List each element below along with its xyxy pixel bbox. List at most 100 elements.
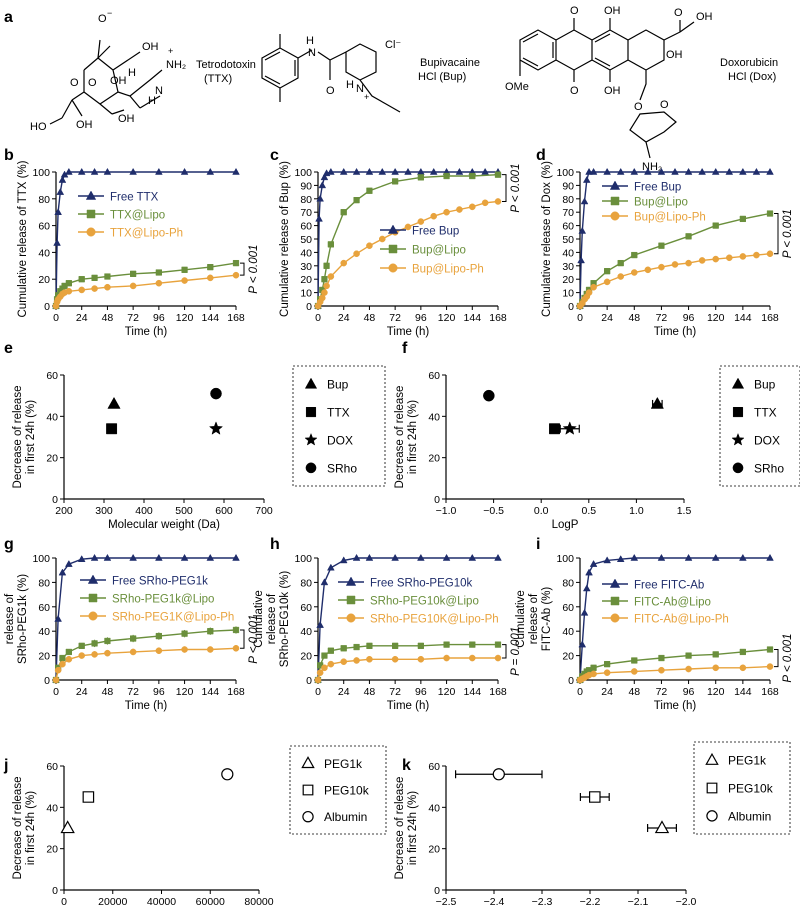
data-point [685, 259, 692, 267]
y-tick-label: 60 [428, 370, 440, 382]
y-tick-label: 90 [300, 180, 312, 192]
data-point [327, 241, 334, 248]
legend-marker [706, 782, 718, 794]
y-axis-label: Cumulative [0, 590, 3, 648]
data-point [616, 167, 625, 175]
x-tick-label: 96 [415, 686, 427, 698]
data-point [712, 651, 719, 658]
y-axis-label: release of [528, 593, 540, 644]
y-tick-label: 30 [562, 261, 574, 273]
series-PEG1k [60, 820, 75, 834]
y-tick-label: 100 [556, 167, 574, 179]
x-tick-label: 120 [707, 312, 725, 324]
x-tick-label: 24 [601, 312, 613, 324]
legend-label: FITC-Ab@Lipo-Ph [634, 614, 729, 626]
svg-text:O: O [570, 5, 579, 17]
legend-box [693, 741, 791, 835]
data-point [327, 647, 334, 654]
data-point [739, 553, 747, 561]
legend-label: FITC-Ab@Lipo [634, 597, 711, 609]
legend-marker [304, 377, 318, 389]
svg-text:O: O [88, 77, 97, 89]
data-point [65, 655, 73, 663]
x-tick-label: 24 [601, 686, 613, 698]
y-tick-label: 70 [300, 207, 312, 219]
panel-letter-h: h [270, 536, 280, 553]
data-point [314, 676, 322, 684]
data-point [65, 280, 72, 287]
data-point [181, 277, 188, 284]
x-tick-label: 72 [656, 312, 668, 324]
legend-box [719, 365, 800, 487]
y-tick-label: 0 [568, 675, 574, 687]
data-point [417, 655, 425, 663]
data-point [90, 167, 99, 175]
legend-marker [609, 578, 621, 588]
y-tick-label: 70 [562, 207, 574, 219]
chart-h: h 0 20 40 60 80 100 0 24 48 72 96 120 144 168 Time (h) C… [253, 536, 522, 712]
data-point [65, 559, 73, 567]
y-tick-label: 30 [300, 261, 312, 273]
data-point [712, 664, 720, 672]
x-axis-label: Time (h) [654, 700, 697, 712]
x-tick-label: 700 [255, 505, 273, 517]
y-tick-label: 100 [556, 553, 574, 565]
legend-label: TTX [754, 406, 777, 420]
data-point [91, 651, 98, 658]
data-point [316, 194, 324, 202]
data-point [417, 642, 424, 649]
panel-letter-k: k [402, 757, 411, 774]
panel-letter-d: d [536, 147, 546, 164]
series-Free Bup [314, 167, 502, 309]
data-point [578, 640, 587, 648]
y-tick-label: 20 [300, 651, 312, 663]
y-tick-label: 90 [562, 180, 574, 192]
data-point [77, 555, 86, 562]
data-point [404, 223, 412, 231]
data-point [630, 553, 639, 561]
legend-label: Free Bup [412, 226, 459, 238]
panel-letter-j: j [3, 757, 8, 774]
data-point [753, 251, 760, 259]
data-point [232, 626, 240, 634]
data-point [766, 167, 774, 175]
y-tick-label: 20 [38, 274, 50, 286]
data-point [585, 568, 593, 576]
x-tick-label: 48 [364, 686, 376, 698]
data-point [671, 167, 679, 175]
y-tick-label: 20 [46, 844, 58, 856]
data-point [180, 167, 189, 175]
data-point [430, 212, 438, 220]
x-tick-label: 72 [127, 312, 139, 324]
data-point [589, 167, 598, 175]
svg-text:H: H [148, 95, 156, 107]
legend-label: SRho [754, 461, 784, 475]
legend-box [289, 745, 387, 835]
y-tick-label: 40 [300, 247, 312, 259]
legend-marker [85, 190, 97, 200]
data-point [417, 174, 424, 181]
y-axis-label: Decrease of release [394, 777, 406, 880]
data-point [582, 175, 591, 183]
svg-text:NH₂: NH₂ [166, 59, 186, 71]
y-tick-label: 40 [562, 247, 574, 259]
y-axis-label: in first 24h (%) [25, 791, 37, 865]
series-line [579, 557, 770, 681]
data-point [155, 167, 163, 175]
significance-bracket [774, 649, 779, 668]
doxorubicin-structure: O OH O OH OH OMe O OH O O NH₂ Doxorubici… [505, 5, 778, 173]
data-point [320, 173, 329, 181]
data-point [104, 283, 111, 291]
y-tick-label: 10 [562, 288, 574, 300]
series-SRho [483, 389, 495, 402]
data-point [604, 268, 611, 275]
legend-marker [706, 810, 718, 822]
svg-text:N: N [308, 47, 316, 59]
data-point [658, 666, 665, 674]
x-tick-label: 168 [227, 312, 245, 324]
x-tick-label: 500 [175, 505, 193, 517]
legend-marker [388, 263, 398, 273]
data-point [180, 553, 189, 561]
y-tick-label: 40 [300, 626, 312, 638]
